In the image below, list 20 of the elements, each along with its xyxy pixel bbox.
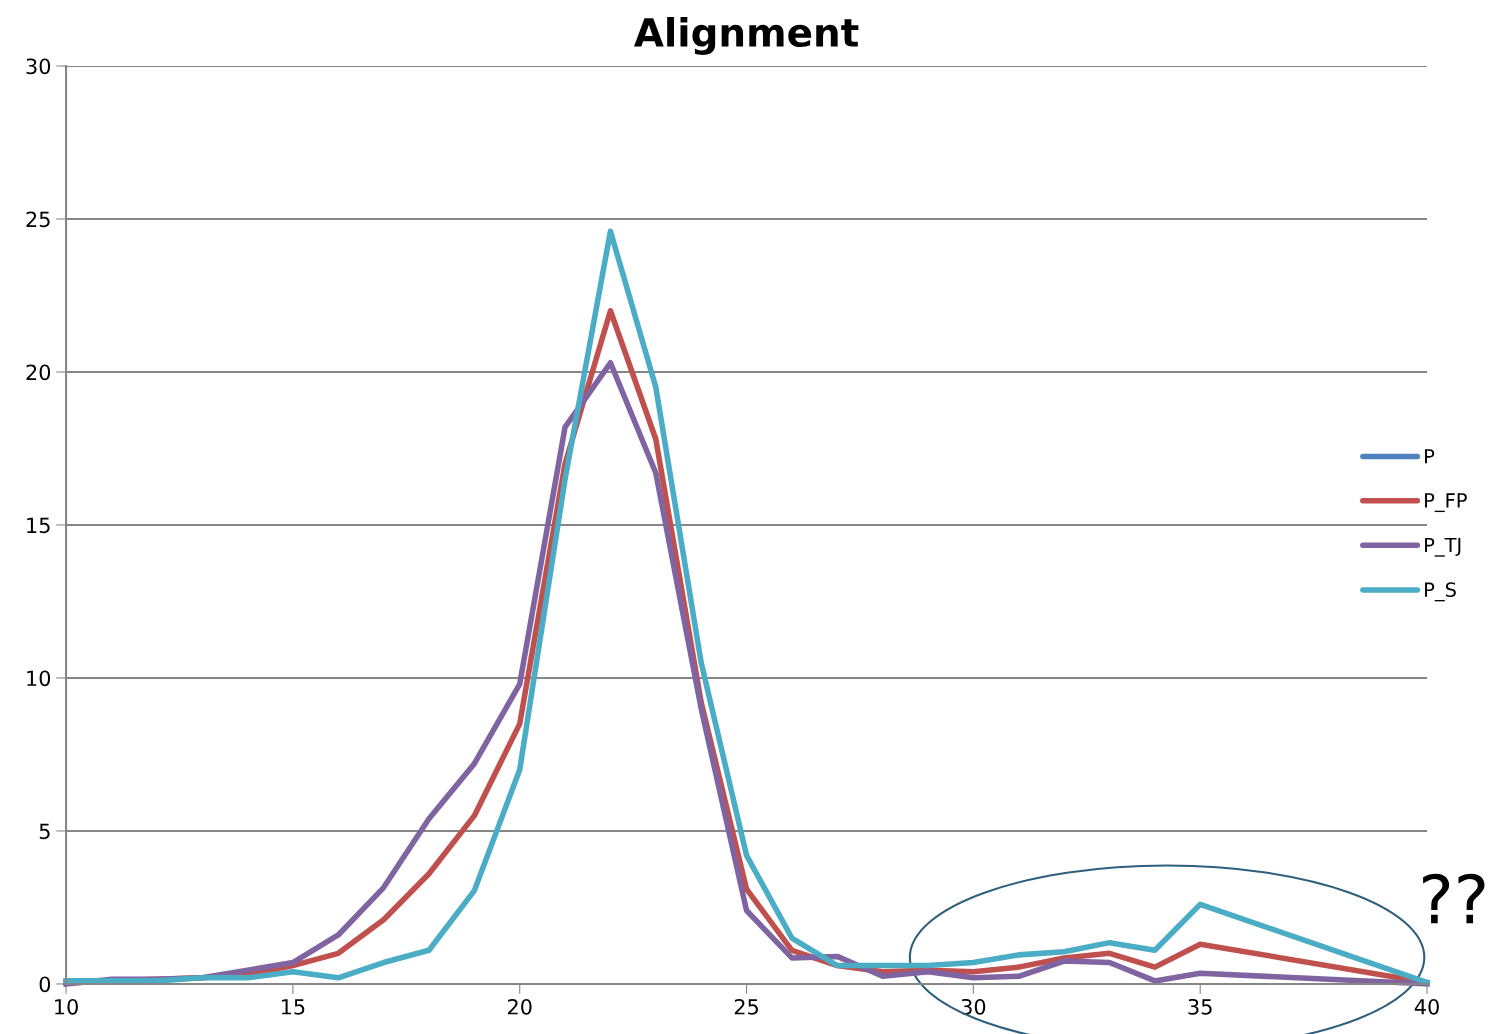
legend-label: P (1425, 449, 1435, 464)
x-tick-label: 30 (961, 998, 986, 1015)
y-tick-label: 10 (27, 670, 51, 687)
y-tick-label: 30 (26, 58, 51, 75)
legend-label: P_S (1425, 582, 1456, 602)
x-tick-label: 25 (734, 998, 758, 1015)
y-tick-label: 5 (39, 823, 50, 840)
y-tick-label: 20 (26, 364, 51, 381)
legend-label: P_FP (1425, 493, 1467, 513)
y-tick-label: 0 (39, 976, 51, 993)
y-tick-label: 15 (27, 517, 50, 534)
x-tick-label: 20 (507, 998, 532, 1015)
chart-title: Alignment (634, 16, 859, 55)
x-tick-label: 10 (55, 998, 78, 1015)
legend-label: P_TJ (1425, 537, 1461, 557)
annotation: ?? (1423, 873, 1485, 924)
y-tick-label: 25 (26, 211, 50, 228)
x-tick-label: 15 (281, 999, 305, 1015)
x-tick-label: 35 (1188, 998, 1212, 1015)
x-tick-label: 40 (1414, 998, 1439, 1015)
